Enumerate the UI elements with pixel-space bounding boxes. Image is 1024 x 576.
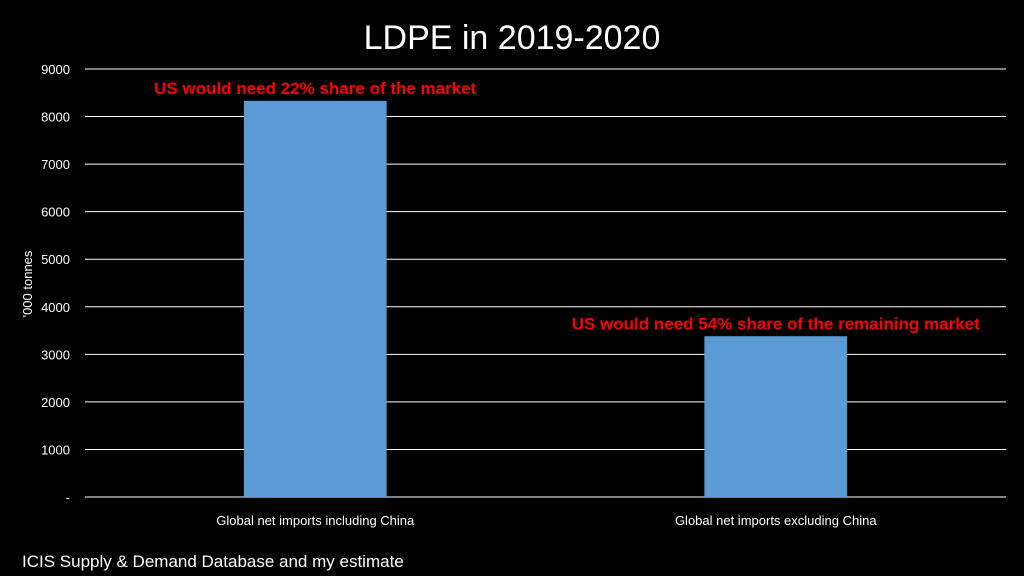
y-tick-label: 4000 xyxy=(41,300,70,315)
y-axis-label: '000 tonnes xyxy=(20,250,35,317)
annotations: US would need 22% share of the market US … xyxy=(154,79,980,333)
gridlines xyxy=(85,68,1006,498)
bar xyxy=(243,100,387,498)
y-tick-label: 9000 xyxy=(41,62,70,77)
source-note: ICIS Supply & Demand Database and my est… xyxy=(22,552,404,571)
chart-title: LDPE in 2019-2020 xyxy=(364,19,661,57)
y-tick-label: 2000 xyxy=(41,395,70,410)
y-axis-ticks: - 1000 2000 3000 4000 5000 6000 7000 8000 9000 xyxy=(41,62,70,505)
x-category-label: Global net imports including China xyxy=(216,513,415,528)
x-category-label: Global net imports excluding China xyxy=(675,513,877,528)
y-tick-label: 1000 xyxy=(41,442,70,457)
bars xyxy=(243,100,848,498)
x-axis-categories: Global net imports including China Global… xyxy=(216,513,877,528)
y-tick-label: 3000 xyxy=(41,347,70,362)
y-tick-label: 8000 xyxy=(41,110,70,125)
bar-annotation: US would need 54% share of the remaining… xyxy=(572,314,980,333)
bar xyxy=(704,336,848,497)
y-tick-label: 6000 xyxy=(41,205,70,220)
y-tick-label: 5000 xyxy=(41,252,70,267)
y-tick-label: 7000 xyxy=(41,157,70,172)
y-tick-label: - xyxy=(66,490,70,505)
bar-annotation: US would need 22% share of the market xyxy=(154,79,476,98)
